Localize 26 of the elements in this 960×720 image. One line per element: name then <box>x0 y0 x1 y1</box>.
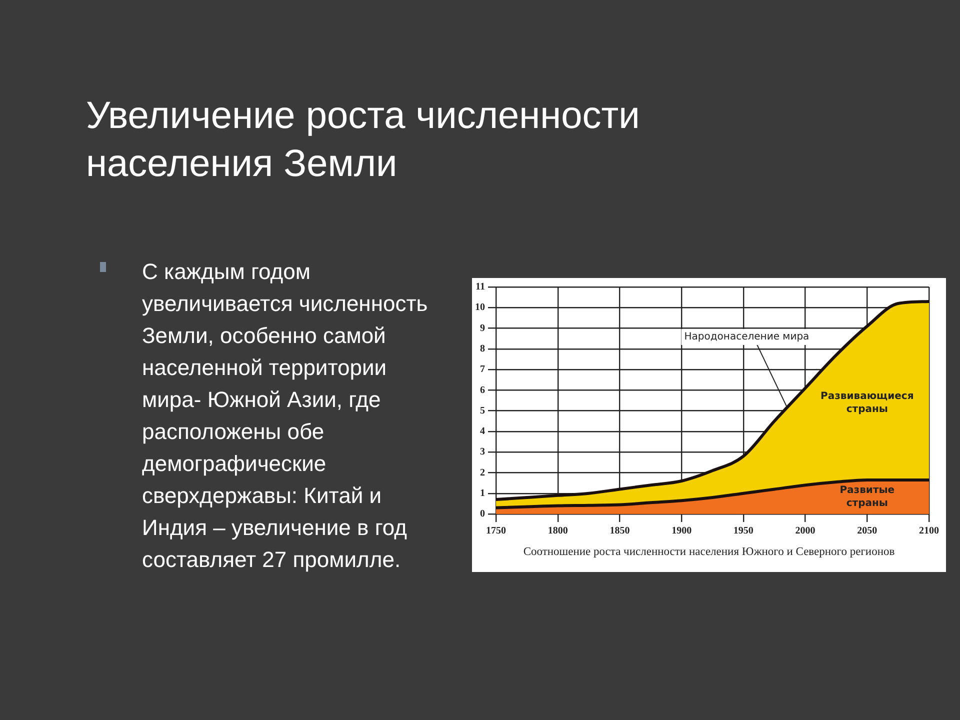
y-tick-label: 4 <box>480 426 485 438</box>
y-tick-label: 7 <box>480 364 485 376</box>
x-tick-label: 2100 <box>919 526 939 537</box>
y-tick-label: 11 <box>476 282 485 293</box>
chart-title: Увеличение роста численности населения Земли <box>86 94 641 187</box>
x-tick-label: 1800 <box>548 526 568 537</box>
x-tick-label: 1950 <box>733 526 754 537</box>
text: Соотношение роста численности населения Южного и Северного регионов <box>522 546 896 558</box>
annotation: Народонаселение мира <box>684 332 810 343</box>
y-tick-label: 3 <box>480 446 485 458</box>
series-label: Развитые страны <box>840 485 895 510</box>
y-tick-label: 9 <box>480 322 485 334</box>
y-tick-label: 10 <box>475 302 485 314</box>
y-tick-label: 1 <box>480 488 485 499</box>
text: С каждым годом увеличивается численность Земли, особенно самой населенной территории мира- Южной Азии, где расположены обе демографические сверхдержавы: Китай и Индия – увеличение в год составляет 27 промилле. <box>142 259 428 572</box>
x-tick-label: 1900 <box>672 526 692 537</box>
x-tick-label: 2050 <box>857 526 878 537</box>
y-tick-label: 6 <box>480 384 485 396</box>
y-tick-label: 0 <box>480 508 485 520</box>
y-tick-label: 2 <box>480 467 485 478</box>
x-tick-label: 1750 <box>486 526 506 537</box>
y-tick-label: 8 <box>480 343 485 354</box>
x-tick-label: 2000 <box>795 526 816 537</box>
series-label: Развивающиеся страны <box>820 391 914 416</box>
y-tick-label: 5 <box>480 405 485 416</box>
x-tick-label: 1850 <box>610 526 630 537</box>
